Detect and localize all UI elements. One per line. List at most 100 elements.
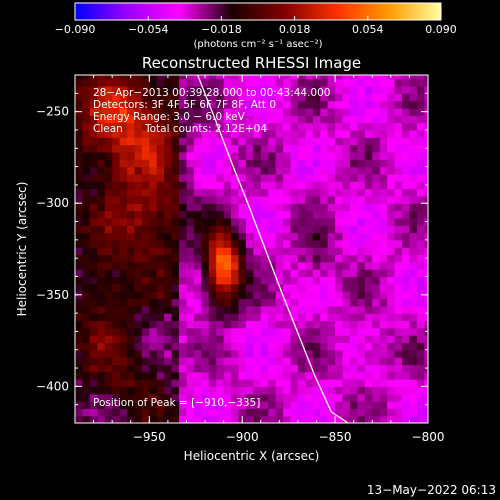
heatmap-cell [401, 173, 411, 182]
heatmap-cell [364, 78, 373, 87]
colorbar-tick-label: −0.090 [55, 23, 96, 36]
heatmap-cell [193, 188, 202, 197]
heatmap-cell [268, 386, 277, 395]
heatmap-cell [416, 129, 425, 138]
heatmap-cell [364, 232, 373, 241]
heatmap-cell [401, 115, 411, 124]
heatmap-cell [238, 283, 247, 292]
heatmap-cell [416, 151, 425, 160]
heatmap-cell [253, 75, 262, 80]
heatmap-cell [387, 151, 396, 160]
heatmap-cell [112, 276, 121, 285]
heatmap-cell [164, 93, 173, 102]
heatmap-cell [75, 195, 84, 204]
heatmap-cell [305, 283, 314, 292]
heatmap-cell [119, 393, 128, 402]
heatmap-cell [231, 181, 240, 190]
heatmap-cell [372, 75, 381, 80]
heatmap-cell [268, 144, 277, 153]
heatmap-cell [193, 254, 202, 263]
heatmap-cell [119, 269, 128, 278]
heatmap-cell [208, 371, 217, 380]
heatmap-cell [320, 195, 329, 204]
heatmap-cell [231, 364, 240, 373]
heatmap-cell [216, 75, 225, 80]
heatmap-cell [149, 78, 158, 87]
heatmap-cell [409, 393, 418, 402]
heatmap-cell [357, 166, 366, 175]
heatmap-cell [342, 313, 351, 322]
heatmap-cell [401, 313, 411, 322]
heatmap-cell [253, 386, 262, 395]
heatmap-cell [320, 225, 329, 234]
heatmap-cell [156, 137, 165, 146]
heatmap-cell [394, 210, 403, 219]
heatmap-cell [82, 349, 91, 358]
heatmap-cell [253, 195, 262, 204]
heatmap-cell [119, 305, 128, 314]
heatmap-cell [82, 379, 91, 387]
heatmap-cell [97, 137, 106, 146]
heatmap-cell [260, 349, 269, 358]
heatmap-cell [424, 122, 428, 131]
heatmap-cell [75, 408, 84, 417]
heatmap-cell [320, 75, 329, 80]
heatmap [75, 75, 428, 423]
heatmap-cell [372, 115, 381, 124]
heatmap-cell [253, 247, 262, 256]
heatmap-cell [156, 144, 165, 153]
heatmap-cell [372, 364, 381, 373]
heatmap-cell [416, 166, 425, 175]
heatmap-cell [268, 349, 277, 358]
heatmap-cell [97, 313, 106, 322]
heatmap-cell [97, 320, 106, 329]
heatmap-cell [327, 364, 336, 373]
heatmap-cell [357, 100, 366, 109]
heatmap-cell [364, 107, 373, 116]
heatmap-cell [253, 173, 262, 182]
heatmap-cell [164, 349, 173, 358]
heatmap-cell [134, 408, 143, 417]
heatmap-cell [238, 247, 247, 256]
heatmap-cell [141, 269, 150, 278]
heatmap-cell [149, 129, 158, 138]
heatmap-cell [149, 85, 158, 94]
heatmap-cell [231, 210, 240, 219]
heatmap-cell [416, 379, 425, 387]
heatmap-cell [156, 269, 165, 278]
x-axis-label: Heliocentric X (arcsec) [184, 449, 320, 463]
heatmap-cell [349, 320, 358, 329]
heatmap-cell [320, 261, 329, 270]
heatmap-cell [364, 247, 373, 256]
heatmap-cell [141, 195, 150, 204]
heatmap-cell [238, 254, 247, 263]
heatmap-cell [416, 247, 425, 256]
heatmap-cell [335, 159, 344, 168]
heatmap-cell [208, 283, 217, 292]
heatmap-cell [119, 75, 128, 80]
heatmap-cell [379, 261, 388, 270]
heatmap-cell [104, 305, 113, 314]
heatmap-cell [82, 78, 91, 87]
heatmap-cell [238, 217, 247, 226]
heatmap-cell [193, 78, 202, 87]
heatmap-cell [75, 78, 84, 87]
heatmap-cell [238, 305, 247, 314]
heatmap-cell [409, 269, 418, 278]
heatmap-cell [394, 247, 403, 256]
heatmap-cell [134, 342, 143, 351]
heatmap-cell [216, 320, 225, 329]
heatmap-cell [186, 291, 195, 300]
heatmap-cell [409, 173, 418, 182]
heatmap-cell [231, 379, 240, 387]
heatmap-cell [149, 408, 158, 417]
heatmap-cell [208, 181, 217, 190]
heatmap-cell [283, 210, 292, 219]
heatmap-cell [216, 349, 225, 358]
heatmap-cell [245, 269, 254, 278]
heatmap-cell [357, 393, 366, 402]
heatmap-cell [253, 261, 262, 270]
heatmap-cell [245, 247, 254, 256]
heatmap-cell [312, 349, 321, 358]
heatmap-cell [97, 225, 106, 234]
